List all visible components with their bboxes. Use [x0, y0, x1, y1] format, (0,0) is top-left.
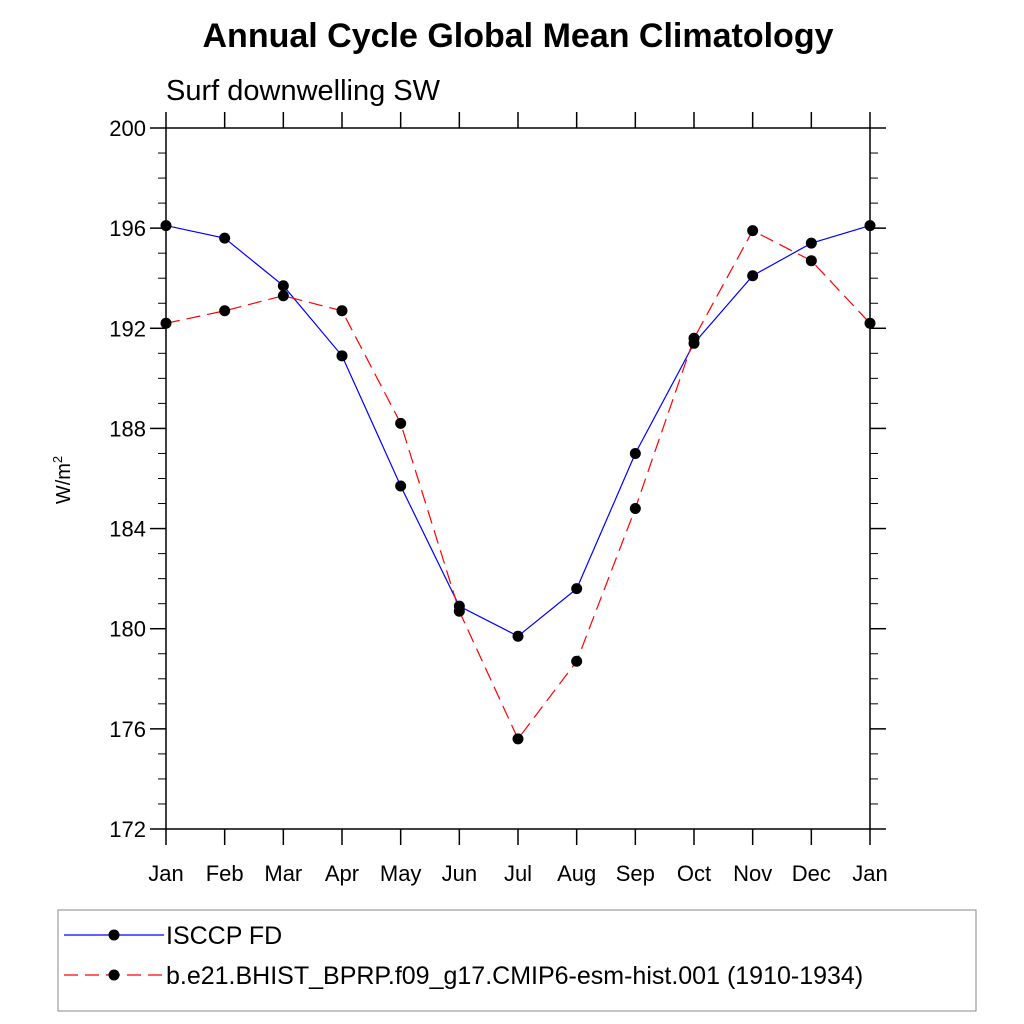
x-tick-label: Nov: [733, 861, 772, 886]
series-2-point: [805, 255, 817, 267]
series-1-point: [571, 583, 583, 595]
series-1-point: [336, 350, 348, 362]
x-tick-label: Jul: [504, 861, 532, 886]
series-1-point: [629, 447, 641, 459]
series-2-point: [864, 317, 876, 329]
series-2-point: [336, 305, 348, 317]
legend: ISCCP FD b.e21.BHIST_BPRP.f09_g17.CMIP6-e…: [57, 909, 977, 1012]
y-axis-label-superscript: 2: [50, 456, 65, 463]
x-tick-label: Jan: [852, 861, 887, 886]
y-tick-label: 200: [109, 116, 146, 141]
series-2-point: [395, 417, 407, 429]
series-2-point: [688, 332, 700, 344]
series-2-point: [512, 733, 524, 745]
x-tick-label: Oct: [677, 861, 711, 886]
x-tick-label: Jan: [148, 861, 183, 886]
x-tick-label: Apr: [325, 861, 359, 886]
legend-marker-2: [108, 969, 120, 981]
x-tick-label: Mar: [264, 861, 302, 886]
legend-box: [57, 909, 977, 1012]
y-tick-label: 196: [109, 216, 146, 241]
series-1-point: [805, 237, 817, 249]
chart-subtitle: Surf downwelling SW: [166, 75, 441, 107]
x-tick-label: May: [380, 861, 422, 886]
x-tick-label: Sep: [616, 861, 655, 886]
y-tick-label: 188: [109, 416, 146, 441]
series-2-point: [747, 225, 759, 237]
series-1-point: [512, 630, 524, 642]
x-tick-label: Feb: [206, 861, 244, 886]
series-2-point: [571, 655, 583, 667]
series-1-point: [277, 280, 289, 292]
y-axis-label: W/m2: [50, 456, 75, 504]
y-tick-label: 172: [109, 817, 146, 842]
series-1-point: [219, 232, 231, 244]
x-tick-label: Dec: [792, 861, 831, 886]
series-2-point: [160, 317, 172, 329]
x-tick-label: Jun: [442, 861, 477, 886]
y-tick-label: 192: [109, 316, 146, 341]
series-2-point: [219, 305, 231, 317]
series-1-point: [747, 270, 759, 282]
legend-marker-1: [108, 929, 120, 941]
series-2-point: [629, 503, 641, 515]
chart-title: Annual Cycle Global Mean Climatology: [203, 17, 834, 55]
series-line-1: [165, 225, 871, 637]
series-1-point: [395, 480, 407, 492]
y-tick-label: 184: [109, 517, 146, 542]
series-2-point: [277, 290, 289, 302]
series-1-point: [864, 220, 876, 232]
legend-label-2: b.e21.BHIST_BPRP.f09_g17.CMIP6-esm-hist.…: [166, 962, 863, 990]
plot-area: 172 176 180 184 188 192 196 200 Jan Feb Mar Apr May J…: [109, 112, 888, 886]
plot-frame: [165, 127, 871, 830]
y-axis-label-base: W/m: [53, 463, 75, 504]
series-2-point: [453, 605, 465, 617]
y-tick-label: 176: [109, 717, 146, 742]
series-line-2: [165, 229, 871, 741]
y-tick-label: 180: [109, 617, 146, 642]
legend-label-1: ISCCP FD: [166, 922, 282, 950]
series-1-point: [160, 220, 172, 232]
x-tick-label: Aug: [557, 861, 596, 886]
